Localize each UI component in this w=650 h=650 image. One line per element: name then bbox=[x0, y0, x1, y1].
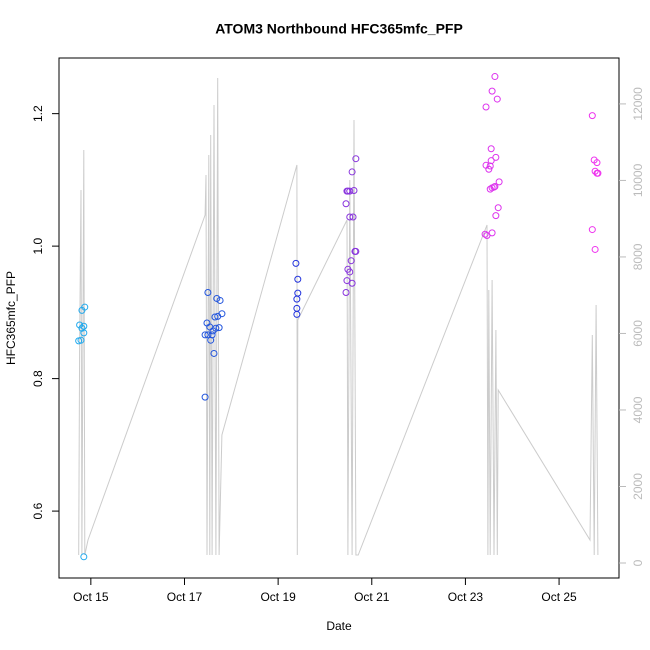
point bbox=[204, 331, 212, 339]
point bbox=[346, 187, 354, 195]
point bbox=[593, 159, 601, 167]
point bbox=[488, 229, 496, 237]
x-axis-label: Date bbox=[326, 619, 352, 633]
point bbox=[348, 279, 356, 287]
point bbox=[352, 155, 360, 163]
point bbox=[482, 103, 490, 111]
point bbox=[294, 289, 302, 297]
point bbox=[481, 230, 489, 238]
point bbox=[207, 336, 215, 344]
point bbox=[352, 247, 360, 255]
point bbox=[591, 245, 599, 253]
point bbox=[348, 168, 356, 176]
point bbox=[493, 95, 501, 103]
point bbox=[495, 178, 503, 186]
point bbox=[347, 257, 355, 265]
point bbox=[293, 310, 301, 318]
y-tick-label: 0.8 bbox=[31, 370, 45, 387]
y-axis-label: HFC365mfc_PFP bbox=[4, 271, 18, 365]
point bbox=[487, 157, 495, 165]
point bbox=[492, 212, 500, 220]
point bbox=[292, 259, 300, 267]
point bbox=[346, 213, 354, 221]
y2-tick-label: 6000 bbox=[631, 320, 645, 347]
point bbox=[491, 183, 499, 191]
x-tick-label: Oct 23 bbox=[448, 590, 484, 604]
point bbox=[210, 349, 218, 357]
point bbox=[349, 213, 357, 221]
point bbox=[593, 169, 601, 177]
point bbox=[216, 296, 224, 304]
x-tick-label: Oct 15 bbox=[73, 590, 109, 604]
y-tick-label: 1.2 bbox=[31, 105, 45, 122]
altitude-line bbox=[78, 77, 599, 556]
y2-tick-label: 12000 bbox=[631, 87, 645, 121]
point bbox=[209, 327, 217, 335]
point bbox=[214, 312, 222, 320]
point bbox=[488, 87, 496, 95]
y-tick-label: 0.6 bbox=[31, 502, 45, 519]
point bbox=[588, 112, 596, 120]
point bbox=[80, 329, 88, 337]
point bbox=[78, 324, 86, 332]
point bbox=[75, 337, 83, 345]
point bbox=[491, 73, 499, 81]
point bbox=[201, 393, 209, 401]
point bbox=[492, 153, 500, 161]
point bbox=[346, 268, 354, 276]
point bbox=[342, 200, 350, 208]
point bbox=[588, 226, 596, 234]
point bbox=[211, 313, 219, 321]
x-tick-label: Oct 21 bbox=[354, 590, 390, 604]
point bbox=[344, 187, 352, 195]
y-tick-label: 1.0 bbox=[31, 237, 45, 254]
point bbox=[485, 165, 493, 173]
point bbox=[201, 331, 209, 339]
x-tick-label: Oct 19 bbox=[260, 590, 296, 604]
plot-frame bbox=[58, 57, 620, 579]
y2-tick-label: 0 bbox=[631, 559, 645, 566]
x-tick-label: Oct 25 bbox=[541, 590, 577, 604]
point bbox=[490, 183, 498, 191]
point bbox=[215, 324, 223, 332]
x-tick-label: Oct 17 bbox=[167, 590, 203, 604]
point bbox=[78, 306, 86, 314]
point bbox=[204, 288, 212, 296]
y2-tick-label: 10000 bbox=[631, 163, 645, 197]
chart-title: ATOM3 Northbound HFC365mfc_PFP bbox=[215, 21, 463, 37]
y2-tick-label: 4000 bbox=[631, 396, 645, 423]
point bbox=[487, 145, 495, 153]
point bbox=[294, 275, 302, 283]
y2-tick-label: 2000 bbox=[631, 473, 645, 500]
point bbox=[342, 288, 350, 296]
point bbox=[494, 204, 502, 212]
point bbox=[486, 162, 494, 170]
y2-tick-label: 8000 bbox=[631, 243, 645, 270]
point bbox=[80, 553, 88, 561]
point bbox=[80, 322, 88, 330]
